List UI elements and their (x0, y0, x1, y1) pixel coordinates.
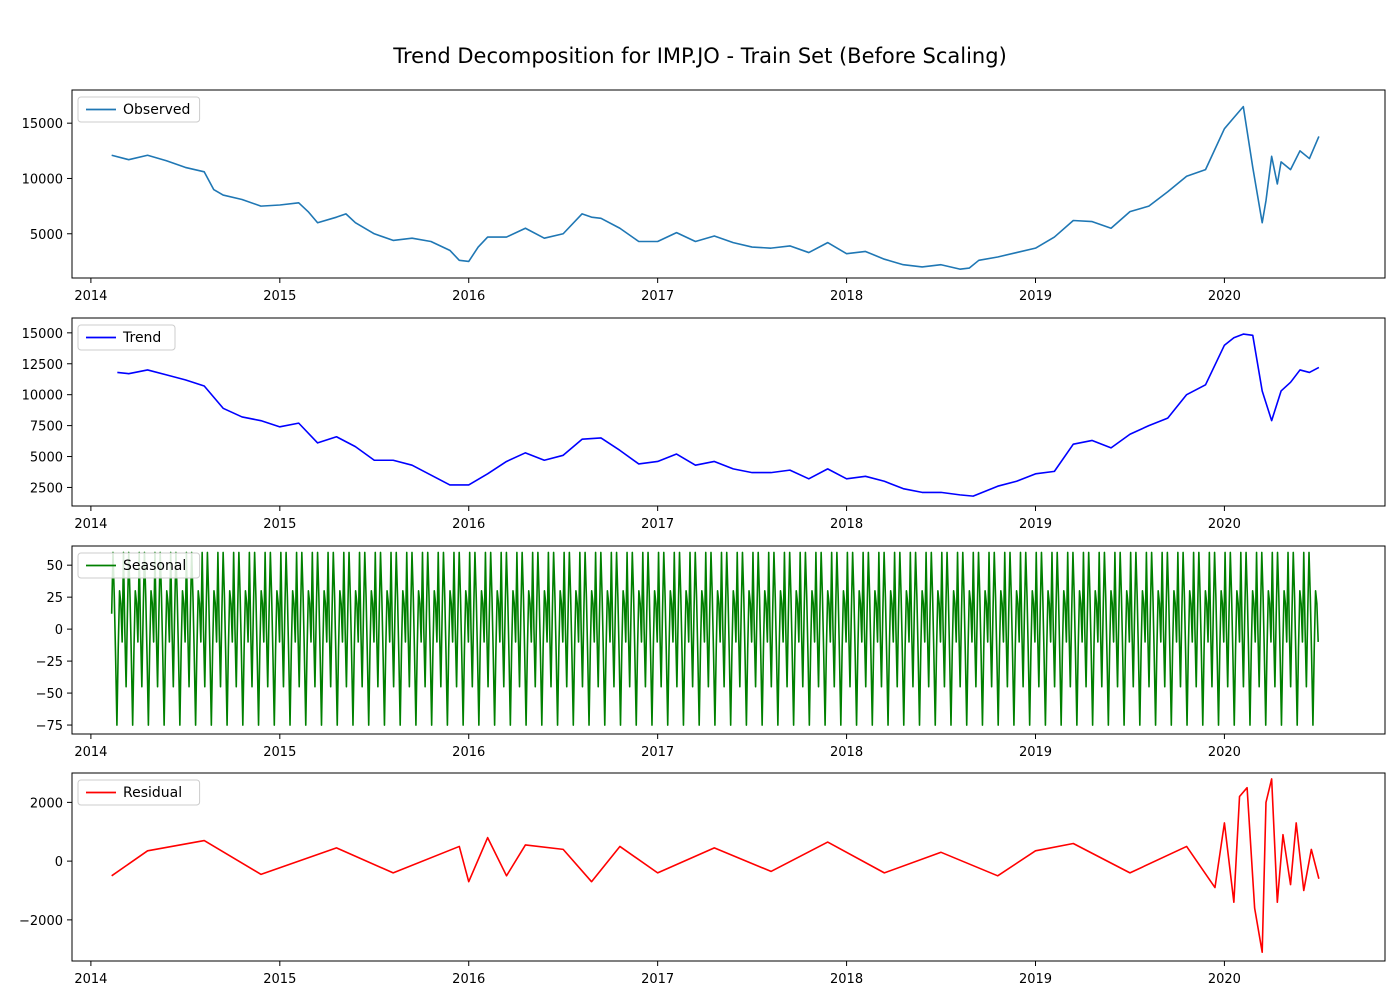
subplot-seasonal: 2014 2015 2016 2017 2018 2019 2020 −75 −50 −25 0 25… (36, 545, 1386, 760)
observed-x-tick-label: 2019 (1019, 289, 1052, 304)
observed-x-tick-label: 2017 (641, 289, 674, 304)
observed-x-tick-label: 2015 (263, 289, 296, 304)
residual-x-tick-label: 2017 (641, 972, 674, 987)
seasonal-y-tick-label: 0 (55, 623, 63, 638)
seasonal-x-tick-label: 2015 (263, 745, 296, 760)
trend-x-tick-label: 2018 (830, 517, 863, 532)
observed-y-tick-label: 15000 (22, 117, 63, 132)
residual-legend-label: Residual (123, 785, 182, 801)
trend-axes-frame (71, 317, 1386, 507)
trend-legend-label: Trend (122, 330, 161, 346)
trend-x-tick-label: 2014 (74, 517, 107, 532)
residual-x-tick-label: 2020 (1208, 972, 1241, 987)
seasonal-x-tick-label: 2020 (1208, 745, 1241, 760)
observed-legend-box (77, 96, 201, 123)
seasonal-x-tick-label: 2016 (452, 745, 485, 760)
seasonal-y-tick-label: 50 (46, 559, 63, 574)
residual-y-tick-label: 0 (55, 855, 63, 870)
residual-x-tick-label: 2019 (1019, 972, 1052, 987)
trend-x-tick-label: 2019 (1019, 517, 1052, 532)
figure-title: Trend Decomposition for IMP.JO - Train S… (393, 44, 1007, 68)
residual-y-tick-label: −2000 (19, 914, 63, 929)
trend-y-tick-label: 10000 (22, 389, 63, 404)
observed-x-tick-label: 2014 (74, 289, 107, 304)
residual-x-tick-label: 2016 (452, 972, 485, 987)
trend-y-tick-label: 15000 (22, 327, 63, 342)
seasonal-series-line (110, 551, 1319, 726)
subplot-observed: 2014 2015 2016 2017 2018 2019 2020 5000 10000 150… (22, 89, 1386, 304)
trend-legend-box (77, 324, 176, 351)
trend-x-tick-label: 2017 (641, 517, 674, 532)
observed-series-line (111, 105, 1320, 270)
seasonal-y-tick-label: 25 (46, 591, 63, 606)
observed-x-tick-label: 2018 (830, 289, 863, 304)
seasonal-x-tick-label: 2019 (1019, 745, 1052, 760)
residual-x-tick-label: 2015 (263, 972, 296, 987)
trend-x-tick-label: 2016 (452, 517, 485, 532)
observed-x-tick-label: 2020 (1208, 289, 1241, 304)
trend-x-tick-label: 2020 (1208, 517, 1241, 532)
trend-y-tick-label: 12500 (22, 358, 63, 373)
seasonal-x-tick-label: 2017 (641, 745, 674, 760)
residual-y-tick-label: 2000 (30, 796, 63, 811)
residual-x-tick-label: 2018 (830, 972, 863, 987)
seasonal-legend-box (77, 552, 201, 579)
observed-y-tick-label: 10000 (22, 172, 63, 187)
trend-y-tick-label: 7500 (30, 420, 63, 435)
seasonal-axes-frame (71, 545, 1386, 735)
seasonal-legend-label: Seasonal (123, 558, 186, 574)
observed-y-tick-label: 5000 (30, 228, 63, 243)
residual-x-tick-label: 2014 (74, 972, 107, 987)
observed-legend-label: Observed (123, 102, 190, 118)
observed-axes-frame (71, 89, 1386, 279)
seasonal-y-tick-label: −50 (36, 687, 63, 702)
trend-y-tick-label: 2500 (30, 481, 63, 496)
observed-x-tick-label: 2016 (452, 289, 485, 304)
trend-y-tick-label: 5000 (30, 451, 63, 466)
seasonal-y-tick-label: −75 (36, 719, 63, 734)
subplot-residual: 2014 2015 2016 2017 2018 2019 2020 −2000 0 2000 Re… (19, 772, 1386, 987)
subplot-trend: 2014 2015 2016 2017 2018 2019 2020 2500 5000 7500… (22, 317, 1386, 532)
seasonal-x-tick-label: 2018 (830, 745, 863, 760)
seasonal-x-tick-label: 2014 (74, 745, 107, 760)
trend-series-line (117, 333, 1320, 497)
residual-series-line (111, 778, 1320, 953)
residual-axes-frame (71, 772, 1386, 962)
residual-legend-box (77, 779, 201, 806)
seasonal-y-tick-label: −25 (36, 655, 63, 670)
trend-x-tick-label: 2015 (263, 517, 296, 532)
